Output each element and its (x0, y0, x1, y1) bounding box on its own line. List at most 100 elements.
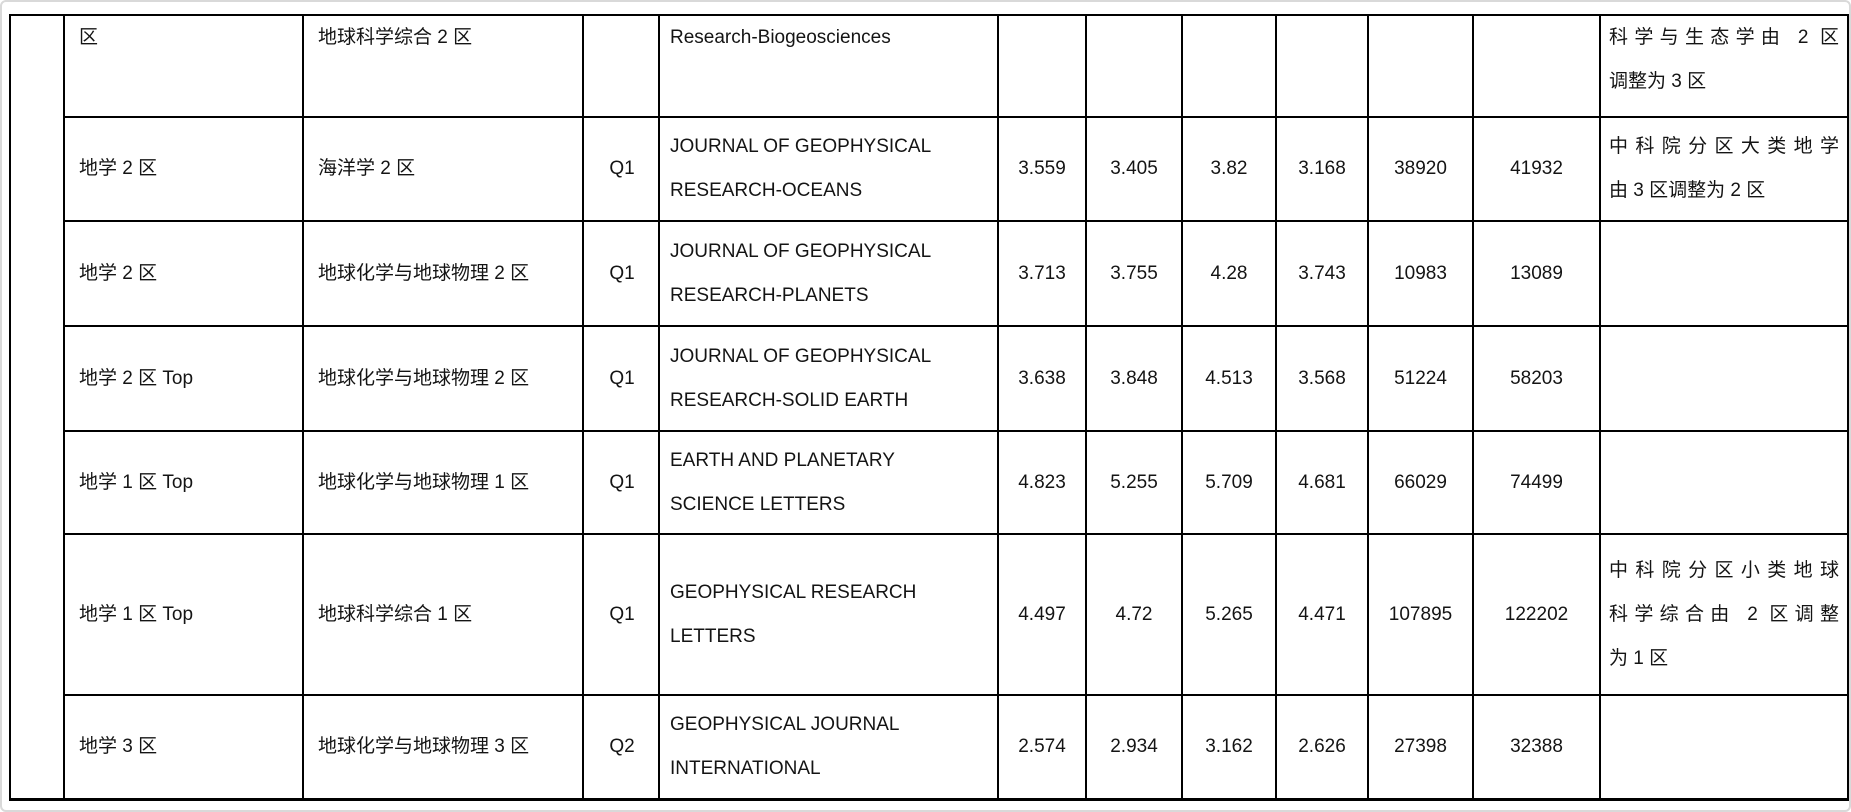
cell-metric-6-text: 74499 (1510, 471, 1563, 493)
cell-note (1601, 222, 1847, 327)
cell-metric-2: 3.755 (1087, 222, 1183, 327)
cell-note-text: 科学综合由 2 区调整 (1609, 603, 1839, 625)
cell-metric-5: 38920 (1369, 118, 1474, 222)
cell-metric-2-text: 4.72 (1115, 603, 1153, 625)
cell-metric-5: 107895 (1369, 535, 1474, 696)
cell-sub-zone-text: 地球科学综合 2 区 (318, 27, 473, 48)
cell-quartile: Q1 (584, 222, 660, 327)
cell-sub-zone-text: 地球化学与地球物理 1 区 (318, 471, 530, 493)
cell-note: 科学与生态学由 2 区调整为 3 区 (1601, 16, 1847, 118)
cell-metric-2-text: 3.848 (1110, 367, 1158, 389)
cell-major-zone: 地学 2 区 (65, 118, 304, 222)
cell-metric-1: 3.638 (999, 327, 1087, 432)
cell-journal-name: GEOPHYSICAL JOURNAL INTERNATIONAL (660, 696, 999, 798)
cell-journal-name-text: SCIENCE LETTERS (670, 493, 846, 515)
cell-sub-zone: 地球科学综合 1 区 (304, 535, 584, 696)
cell-note (1601, 696, 1847, 798)
cell-journal-name-text: GEOPHYSICAL RESEARCH (670, 581, 917, 603)
cell-journal-name: EARTH AND PLANETARY SCIENCE LETTERS (660, 432, 999, 535)
cell-journal-name-text: GEOPHYSICAL JOURNAL (670, 714, 900, 735)
cell-major-zone-text: 地学 2 区 (79, 262, 158, 284)
journal-ranking-table: 区 地球科学综合 2 区 Research-Biogeosciences 科学与生态学… (9, 14, 1849, 801)
cell-metric-3-text: 3.82 (1210, 158, 1248, 179)
cell-metric-5-text: 51224 (1394, 367, 1447, 389)
cell-quartile-text: Q2 (609, 736, 635, 757)
cell-metric-6-text: 32388 (1510, 736, 1563, 757)
cell-metric-6: 13089 (1474, 222, 1601, 327)
empty-left-column-cell (11, 16, 65, 798)
cell-metric-3-text: 5.709 (1205, 471, 1253, 493)
cell-metric-2: 3.405 (1087, 118, 1183, 222)
cell-journal-name-text: RESEARCH-SOLID EARTH (670, 389, 909, 411)
cell-major-zone-text: 地学 2 区 Top (79, 367, 194, 389)
cell-metric-4-text: 2.626 (1298, 736, 1346, 757)
cell-metric-5-text: 38920 (1394, 158, 1447, 179)
cell-metric-1 (999, 16, 1087, 118)
cell-metric-2: 2.934 (1087, 696, 1183, 798)
cell-note-text: 科学与生态学由 2 区 (1609, 27, 1839, 48)
cell-journal-name-text: LETTERS (670, 625, 756, 647)
cell-metric-1: 3.559 (999, 118, 1087, 222)
cell-major-zone: 区 (65, 16, 304, 118)
cell-journal-name-text: JOURNAL OF GEOPHYSICAL (670, 240, 932, 262)
table-grid: 区 地球科学综合 2 区 Research-Biogeosciences 科学与生态学… (65, 16, 1847, 798)
cell-journal-name: JOURNAL OF GEOPHYSICAL RESEARCH-PLANETS (660, 222, 999, 327)
cell-metric-2: 5.255 (1087, 432, 1183, 535)
cell-sub-zone-text: 地球化学与地球物理 3 区 (318, 736, 530, 757)
cell-quartile (584, 16, 660, 118)
cell-metric-4: 3.568 (1277, 327, 1369, 432)
cell-major-zone: 地学 1 区 Top (65, 535, 304, 696)
cell-metric-1-text: 4.823 (1018, 471, 1066, 493)
cell-metric-1-text: 2.574 (1018, 736, 1066, 757)
cell-sub-zone: 地球化学与地球物理 3 区 (304, 696, 584, 798)
cell-metric-4-text: 3.743 (1298, 262, 1346, 284)
cell-metric-3: 4.513 (1183, 327, 1277, 432)
cell-quartile: Q1 (584, 118, 660, 222)
cell-major-zone-text: 地学 3 区 (79, 736, 158, 757)
cell-metric-6: 41932 (1474, 118, 1601, 222)
cell-note-text: 为 1 区 (1609, 647, 1669, 669)
cell-metric-1: 4.497 (999, 535, 1087, 696)
cell-major-zone-text: 区 (79, 27, 99, 48)
cell-metric-3: 3.82 (1183, 118, 1277, 222)
cell-quartile-text: Q1 (609, 367, 635, 389)
cell-note: 中科院分区大类地学由 3 区调整为 2 区 (1601, 118, 1847, 222)
cell-metric-4-text: 4.681 (1298, 471, 1346, 493)
cell-major-zone: 地学 2 区 (65, 222, 304, 327)
cell-metric-5-text: 27398 (1394, 736, 1447, 757)
cell-metric-5: 66029 (1369, 432, 1474, 535)
cell-major-zone-text: 地学 1 区 Top (79, 471, 194, 493)
cell-metric-6: 122202 (1474, 535, 1601, 696)
cell-metric-6: 58203 (1474, 327, 1601, 432)
cell-journal-name-text: JOURNAL OF GEOPHYSICAL (670, 345, 932, 367)
cell-metric-1-text: 3.559 (1018, 158, 1066, 179)
cell-metric-2 (1087, 16, 1183, 118)
cell-journal-name-text: JOURNAL OF GEOPHYSICAL (670, 136, 932, 157)
cell-metric-2: 3.848 (1087, 327, 1183, 432)
cell-metric-4-text: 4.471 (1298, 603, 1346, 625)
cell-metric-1: 2.574 (999, 696, 1087, 798)
cell-metric-3: 5.265 (1183, 535, 1277, 696)
cell-metric-3: 4.28 (1183, 222, 1277, 327)
cell-major-zone: 地学 3 区 (65, 696, 304, 798)
cell-quartile: Q1 (584, 432, 660, 535)
cell-metric-5-text: 10983 (1394, 262, 1447, 284)
cell-journal-name: Research-Biogeosciences (660, 16, 999, 118)
cell-metric-4: 4.471 (1277, 535, 1369, 696)
cell-metric-5: 51224 (1369, 327, 1474, 432)
cell-metric-6: 32388 (1474, 696, 1601, 798)
cell-journal-name-text: RESEARCH-PLANETS (670, 284, 869, 306)
cell-metric-4 (1277, 16, 1369, 118)
cell-metric-4: 4.681 (1277, 432, 1369, 535)
cell-sub-zone: 地球化学与地球物理 1 区 (304, 432, 584, 535)
cell-journal-name-text: RESEARCH-OCEANS (670, 180, 863, 201)
cell-note (1601, 327, 1847, 432)
cell-metric-4: 2.626 (1277, 696, 1369, 798)
cell-metric-3: 3.162 (1183, 696, 1277, 798)
cell-major-zone: 地学 1 区 Top (65, 432, 304, 535)
cell-sub-zone-text: 地球化学与地球物理 2 区 (318, 367, 530, 389)
cell-note-text: 中科院分区大类地学 (1609, 136, 1839, 157)
cell-metric-2-text: 5.255 (1110, 471, 1158, 493)
cell-metric-1-text: 3.638 (1018, 367, 1066, 389)
cell-metric-1-text: 3.713 (1018, 262, 1066, 284)
